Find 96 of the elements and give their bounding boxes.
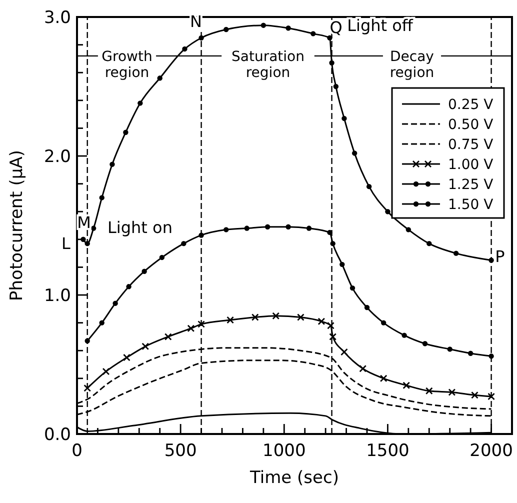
point <box>251 314 259 321</box>
point <box>226 316 234 324</box>
y-tick-label: 2.0 <box>44 147 71 167</box>
point <box>426 240 432 246</box>
point <box>350 285 356 291</box>
point <box>380 374 388 382</box>
point <box>187 324 195 332</box>
point <box>198 35 204 40</box>
point <box>468 350 474 356</box>
point <box>182 46 188 52</box>
point <box>447 346 452 352</box>
y-tick-label: 0.0 <box>44 425 71 445</box>
point <box>306 226 312 231</box>
point <box>286 26 291 31</box>
legend-label: 1.25 V <box>448 177 494 193</box>
annotation: P <box>495 247 506 266</box>
point <box>340 262 345 268</box>
point <box>329 333 337 340</box>
point <box>385 209 390 214</box>
point <box>329 60 334 66</box>
point <box>364 304 370 310</box>
legend-label: 0.75 V <box>448 137 494 153</box>
point <box>488 392 495 400</box>
point <box>142 268 147 274</box>
point <box>157 76 162 81</box>
point <box>425 387 433 395</box>
annotation: Decay region <box>390 49 434 81</box>
x-tick-label: 0 <box>72 441 82 461</box>
legend-label: 1.50 V <box>448 197 494 213</box>
point <box>90 226 96 231</box>
point <box>159 254 165 260</box>
point <box>99 320 104 326</box>
point <box>448 388 456 396</box>
point <box>84 384 92 392</box>
point <box>333 84 339 90</box>
annotation: M <box>77 213 91 232</box>
point <box>198 232 204 238</box>
y-axis-title: Photocurrent (μA) <box>7 150 27 301</box>
point <box>297 314 304 321</box>
point <box>181 240 186 246</box>
point <box>402 332 407 338</box>
point <box>84 338 90 344</box>
point <box>330 240 336 246</box>
point <box>366 184 372 190</box>
x-axis-title: Time (sec) <box>249 468 339 488</box>
annotation: Growth region <box>102 49 152 81</box>
x-tick-label: 500 <box>164 441 197 461</box>
point <box>272 312 280 320</box>
annotation: Light on <box>108 218 172 237</box>
point <box>359 364 367 372</box>
point <box>164 333 172 340</box>
legend-label: 0.25 V <box>448 97 494 113</box>
point <box>198 320 205 328</box>
point <box>123 130 128 135</box>
legend-label: 1.00 V <box>448 157 494 173</box>
annotation: Light off <box>347 16 414 35</box>
point <box>327 35 332 40</box>
text: L <box>62 234 71 253</box>
point <box>488 354 494 359</box>
point <box>422 341 428 346</box>
point <box>471 391 478 399</box>
point <box>224 227 229 232</box>
x-tick-label: 2000 <box>470 441 513 461</box>
point <box>327 230 332 236</box>
point <box>260 22 266 28</box>
point <box>138 100 143 106</box>
x-tick-label: 1500 <box>366 441 410 461</box>
point <box>123 354 130 362</box>
point <box>380 320 386 326</box>
y-tick-label: 3.0 <box>44 8 71 28</box>
point <box>352 150 358 156</box>
point <box>110 162 115 167</box>
point <box>488 258 494 263</box>
point <box>342 116 347 122</box>
point <box>406 227 412 232</box>
point <box>142 342 150 350</box>
legend-label: 0.50 V <box>448 117 494 133</box>
point <box>327 322 334 330</box>
point <box>99 195 104 200</box>
point <box>102 368 110 376</box>
point <box>318 318 326 326</box>
point <box>402 382 410 390</box>
point <box>126 284 132 290</box>
point <box>264 224 270 230</box>
point <box>340 348 348 356</box>
point <box>112 300 118 306</box>
x-tick-label: 1000 <box>262 441 306 461</box>
point <box>80 236 86 242</box>
point <box>224 26 229 32</box>
point <box>310 31 316 36</box>
point <box>84 240 90 246</box>
y-tick-label: 1.0 <box>44 286 71 306</box>
point <box>244 226 250 231</box>
point <box>286 224 291 230</box>
annotation: Saturation region <box>232 49 304 81</box>
point <box>453 250 459 256</box>
